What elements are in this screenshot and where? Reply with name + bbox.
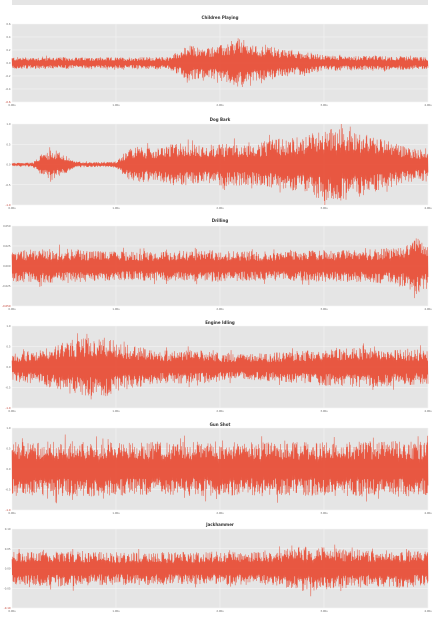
x-tick-label: 1.00s <box>112 206 120 210</box>
x-tick-label: 1.00s <box>112 307 120 311</box>
x-tick-label: 4.00s <box>424 206 432 210</box>
y-tick-label: -0.6 <box>5 100 10 104</box>
x-tick-label: 1.00s <box>112 103 120 107</box>
y-tick-label: 0.025 <box>3 244 11 248</box>
chart-title: Children Playing <box>202 15 239 20</box>
x-tick-label: 0.00s <box>8 103 16 107</box>
chart-title: Dog Bark <box>210 117 231 122</box>
chart-panel-2: Dog Bark 0.00s 1.00s 2.00s 3.00s 4.00s 1.0 0.5 0… <box>5 117 432 210</box>
y-tick-label: -0.5 <box>5 488 10 492</box>
y-tick-label: 1.0 <box>6 426 10 430</box>
x-tick-label: 0.00s <box>8 409 16 413</box>
x-tick-label: 0.00s <box>8 206 16 210</box>
y-tick-label: 0.0 <box>6 467 10 471</box>
x-tick-label: 4.00s <box>424 511 432 515</box>
y-tick-label: 0.5 <box>6 345 10 349</box>
y-tick-label: -1.0 <box>5 406 10 410</box>
x-tick-label: 2.00s <box>216 206 224 210</box>
y-tick-label: -0.4 <box>5 87 10 91</box>
x-tick-label: 2.00s <box>216 307 224 311</box>
y-tick-label: 0.000 <box>3 264 11 268</box>
x-tick-label: 1.00s <box>112 609 120 613</box>
y-tick-label: -0.025 <box>2 284 11 288</box>
x-tick-label: 3.00s <box>320 511 328 515</box>
y-tick-label: 0.10 <box>5 527 11 531</box>
x-tick-label: 4.00s <box>424 307 432 311</box>
x-tick-label: 4.00s <box>424 103 432 107</box>
x-tick-label: 3.00s <box>320 307 328 311</box>
waveform-series <box>11 333 429 400</box>
waveform-series <box>11 544 429 597</box>
y-tick-label: 0.2 <box>6 48 10 52</box>
chart-panel-6: Jackhammer 0.00s 1.00s 2.00s 3.00s 4.00s 0.10 0… <box>4 522 432 613</box>
x-tick-label: 4.00s <box>424 609 432 613</box>
chart-title: Drilling <box>212 218 229 223</box>
x-tick-label: 3.00s <box>320 103 328 107</box>
y-tick-label: 0.00 <box>5 567 11 571</box>
x-tick-label: 2.00s <box>216 103 224 107</box>
waveform-series <box>11 238 429 299</box>
x-tick-label: 0.00s <box>8 609 16 613</box>
chart-title: Engine Idling <box>205 320 235 325</box>
y-tick-label: 0.5 <box>6 142 10 146</box>
x-tick-label: 3.00s <box>320 409 328 413</box>
waveform-series <box>11 123 429 206</box>
y-tick-label: -0.2 <box>5 74 10 78</box>
chart-title: Gun Shot <box>210 422 231 427</box>
y-tick-label: -1.0 <box>5 508 10 512</box>
y-tick-label: -0.050 <box>2 304 11 308</box>
y-tick-label: -0.5 <box>5 386 10 390</box>
y-tick-label: -0.5 <box>5 183 10 187</box>
chart-panel-1: Children Playing 0.00s 1.00s 2.00s 3.00s 4.00… <box>5 15 432 107</box>
waveform-series <box>11 434 429 504</box>
y-tick-label: 0.0 <box>6 61 10 65</box>
x-tick-label: 2.00s <box>216 409 224 413</box>
y-tick-label: 0.4 <box>6 35 10 39</box>
chart-title: Jackhammer <box>205 522 234 527</box>
x-tick-label: 3.00s <box>320 609 328 613</box>
y-tick-label: -0.05 <box>4 586 11 590</box>
waveform-series <box>11 38 429 87</box>
y-tick-label: 1.0 <box>6 122 10 126</box>
x-tick-label: 2.00s <box>216 511 224 515</box>
y-tick-label: -0.10 <box>4 606 11 610</box>
y-tick-label: 1.0 <box>6 324 10 328</box>
y-tick-label: -1.0 <box>5 203 10 207</box>
x-tick-label: 1.00s <box>112 409 120 413</box>
chart-panel-4: Engine Idling 0.00s 1.00s 2.00s 3.00s 4.00s 1.… <box>5 320 432 413</box>
x-tick-label: 3.00s <box>320 206 328 210</box>
x-tick-label: 1.00s <box>112 511 120 515</box>
chart-panel-5: Gun Shot 0.00s 1.00s 2.00s 3.00s 4.00s 1.0 0.5 0… <box>5 422 432 515</box>
x-tick-label: 0.00s <box>8 307 16 311</box>
top-strip <box>12 0 428 5</box>
y-tick-label: 0.0 <box>6 365 10 369</box>
y-tick-label: 0.0 <box>6 163 10 167</box>
x-tick-label: 0.00s <box>8 511 16 515</box>
x-tick-label: 4.00s <box>424 409 432 413</box>
x-tick-label: 2.00s <box>216 609 224 613</box>
y-tick-label: 0.5 <box>6 447 10 451</box>
y-tick-label: 0.05 <box>5 547 11 551</box>
y-tick-label: 0.050 <box>3 224 11 228</box>
y-tick-label: 0.6 <box>6 22 10 26</box>
chart-panel-3: Drilling 0.00s 1.00s 2.00s 3.00s 4.00s 0.050 0.… <box>2 218 432 311</box>
